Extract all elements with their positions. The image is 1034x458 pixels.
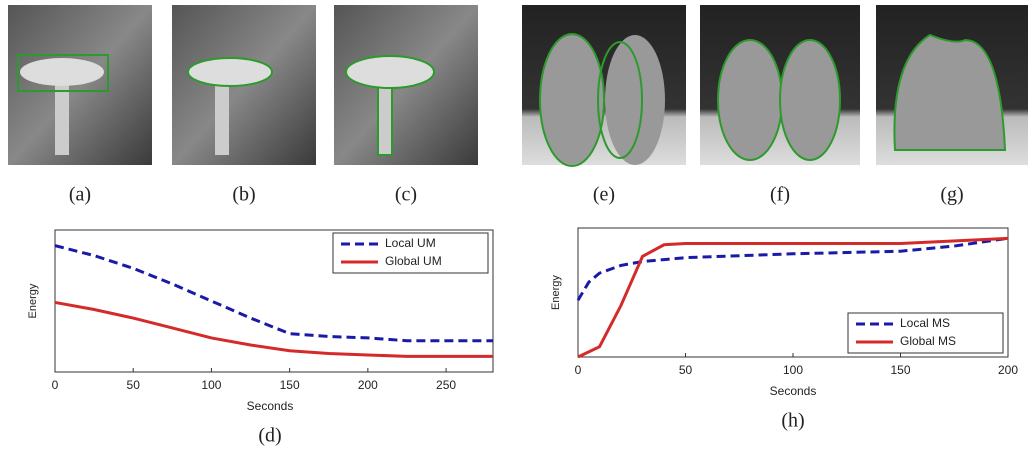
x-tick-label: 150: [280, 378, 300, 392]
line: [55, 302, 493, 356]
x-tick-label: 0: [575, 363, 582, 377]
panel-label: (g): [940, 184, 963, 206]
caption: (d): [258, 425, 281, 447]
panel-label: (b): [232, 184, 255, 206]
panel-label: (f): [770, 184, 790, 206]
x-tick-label: 250: [436, 378, 456, 392]
x-tick-label: 100: [783, 363, 803, 377]
x-tick-label: 200: [358, 378, 378, 392]
y-axis-label: Energy: [550, 275, 562, 310]
x-tick-label: 200: [998, 363, 1018, 377]
legend-label: Global MS: [900, 334, 956, 348]
image-c: [334, 5, 478, 165]
x-tick-label: 150: [890, 363, 910, 377]
x-tick-label: 50: [127, 378, 141, 392]
image-a: [8, 5, 152, 165]
x-tick-label: 50: [679, 363, 693, 377]
panel-label: (c): [395, 184, 417, 206]
legend-label: Local UM: [385, 236, 436, 250]
x-axis-label: Seconds: [770, 384, 817, 398]
legend-label: Local MS: [900, 316, 950, 330]
y-axis-label: Energy: [27, 283, 39, 318]
caption: (h): [781, 410, 804, 432]
image-e: [522, 5, 686, 166]
panel-label: (e): [593, 184, 615, 206]
legend-label: Global UM: [385, 254, 442, 268]
x-tick-label: 0: [52, 378, 59, 392]
line: [578, 238, 1008, 300]
image-b: [172, 5, 316, 165]
x-axis-label: Seconds: [247, 399, 294, 413]
image-g: [876, 5, 1028, 165]
panel-label: (a): [69, 184, 91, 206]
image-f: [700, 5, 860, 165]
figure: (a) (b) (c) (e) (f) (g) 0 50 100 150 200 250 Seconds…: [0, 0, 1034, 453]
x-tick-label: 100: [201, 378, 221, 392]
